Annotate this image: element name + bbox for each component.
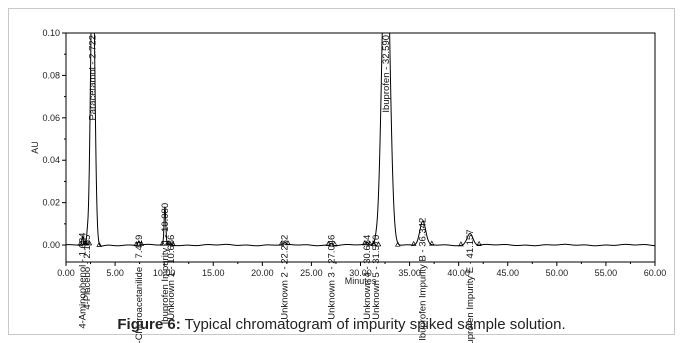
integration-marker [138,240,145,246]
integration-marker [165,240,172,246]
y-axis-label: AU [30,141,40,154]
x-axis-label: Minutes [345,276,377,286]
y-tick-label: 0.04 [42,155,60,165]
integration-marker [96,241,102,247]
peak-label: Paracetamol - 2.722 [88,35,99,121]
plot-area [65,32,656,263]
y-tick-label: 0.06 [42,113,60,123]
integration-marker [86,240,93,246]
y-tick-label: 0.08 [42,70,60,80]
integration-marker [371,241,377,247]
x-tick-label: 40.00 [447,268,470,278]
x-tick-label: 20.00 [251,268,274,278]
x-tick-label: 25.00 [300,268,323,278]
x-tick-label: 30.00 [349,268,372,278]
peak-label: 4-Aminophenol - 1.684 [78,233,89,329]
integration-marker [331,241,338,247]
integration-marker [285,240,291,246]
integration-marker [278,240,285,246]
integration-marker [325,240,332,246]
x-tick-label: 55.00 [595,268,618,278]
caption-prefix: Figure 6: [117,316,181,333]
peak-label: Ibuprofen Impurity J - 10.080 [160,203,171,324]
integration-marker [458,241,464,247]
y-tick-label: 0.10 [42,28,60,38]
integration-marker [429,240,435,246]
y-tick-label: 0.02 [42,198,60,208]
x-tick-label: 45.00 [496,268,519,278]
x-tick-label: 5.00 [106,268,124,278]
peak-label: Unknown 5 - 31.570 [371,235,382,320]
x-tick-label: 0.00 [57,268,75,278]
x-tick-label: 60.00 [644,268,667,278]
integration-marker [83,240,90,246]
integration-marker [410,240,417,246]
integration-marker [159,240,166,246]
x-tick-label: 10.00 [153,268,176,278]
integration-marker [367,240,373,246]
integration-marker [170,241,176,247]
integration-marker [375,241,382,247]
peak-label: Ibuprofen Impurity E - 41.157 [465,229,476,343]
peak-label: Unknown 4 - 30.684 [362,235,373,320]
peak-label: 4-Placebo - 2.165 [82,235,93,310]
peak-label: 4-Chloroacetanilide - 7.419 [134,235,145,343]
peak-label: Ibuprofen Impurity B - 36.342 [418,218,429,341]
x-tick-label: 15.00 [202,268,225,278]
integration-marker [395,241,401,247]
figure-frame [8,8,675,335]
integration-marker [133,241,140,247]
integration-marker [77,240,84,246]
figure-caption: Figure 6: Typical chromatogram of impuri… [0,316,683,333]
integration-marker [476,240,482,246]
x-tick-label: 50.00 [546,268,569,278]
peak-label: Ibuprofen - 32.590 [381,35,392,113]
integration-marker [361,240,368,246]
x-tick-label: 35.00 [398,268,421,278]
peak-label: Unknown 3 - 27.046 [327,235,338,320]
chromatogram-trace [66,33,655,247]
y-tick-label: 0.00 [42,240,60,250]
peak-label: Unknown 2 - 22.282 [280,235,291,320]
caption-text: Typical chromatogram of impurity spiked … [184,316,566,333]
peak-label: Unknown 1 - 10.686 [166,235,177,320]
